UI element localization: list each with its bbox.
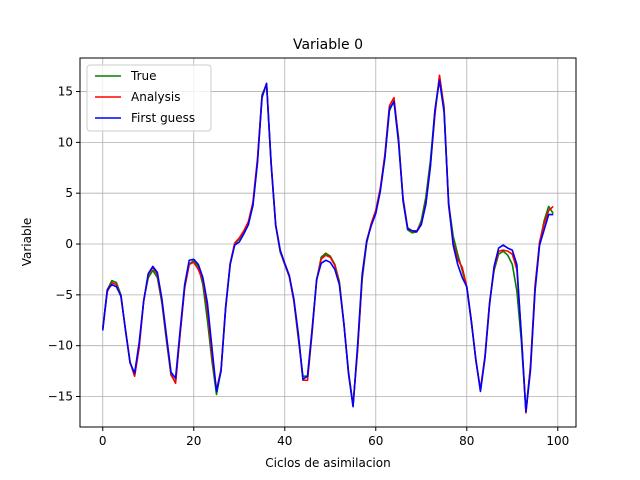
y-tick-label: −5 (55, 288, 73, 302)
y-axis-label: Variable (20, 218, 34, 267)
x-tick-label: 60 (368, 434, 383, 448)
series-lines (101, 74, 554, 414)
y-tick-label: −15 (48, 390, 73, 404)
legend: True Analysis First guess (86, 64, 212, 132)
x-tick-label: 80 (459, 434, 474, 448)
y-axis: −15 −10 −5 0 5 10 15 (48, 85, 80, 404)
legend-label: First guess (131, 111, 195, 125)
series-line-first-guess (101, 79, 554, 413)
x-tick-label: 20 (186, 434, 201, 448)
legend-label: Analysis (131, 90, 180, 104)
x-tick-label: 40 (277, 434, 292, 448)
x-tick-label: 0 (99, 434, 107, 448)
legend-label: True (130, 69, 157, 83)
chart-title: Variable 0 (293, 37, 363, 53)
x-axis-label: Ciclos de asimilacion (265, 456, 390, 470)
y-tick-label: 5 (65, 186, 73, 200)
x-axis: 0 20 40 60 80 100 (99, 427, 569, 448)
plot-frame (79, 57, 577, 428)
x-tick-label: 100 (546, 434, 569, 448)
y-tick-label: 10 (58, 135, 73, 149)
y-tick-label: −10 (48, 339, 73, 353)
grid (80, 58, 576, 427)
y-tick-label: 15 (58, 85, 73, 99)
legend-box (86, 64, 212, 132)
y-tick-label: 0 (65, 237, 73, 251)
